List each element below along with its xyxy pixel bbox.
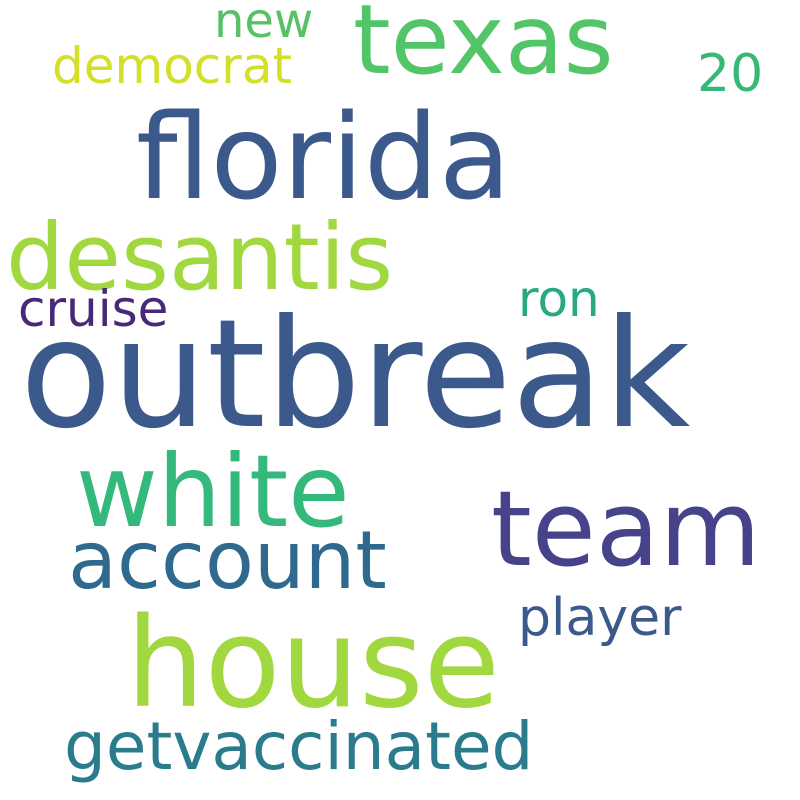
word-getvaccinated: getvaccinated — [64, 708, 534, 785]
word-new: new — [214, 0, 314, 49]
word-20: 20 — [697, 44, 764, 104]
word-white: white — [76, 433, 350, 550]
word-florida: florida — [136, 88, 512, 226]
word-desantis: desantis — [6, 204, 394, 311]
word-outbreak: outbreak — [20, 288, 691, 462]
word-democrat: democrat — [52, 37, 293, 95]
word-cruise: cruise — [18, 280, 169, 338]
word-player: player — [518, 588, 682, 648]
word-texas: texas — [353, 0, 614, 96]
word-ron: ron — [518, 270, 600, 328]
word-team: team — [491, 468, 761, 590]
word-house: house — [126, 592, 500, 736]
word-account: account — [68, 514, 387, 607]
